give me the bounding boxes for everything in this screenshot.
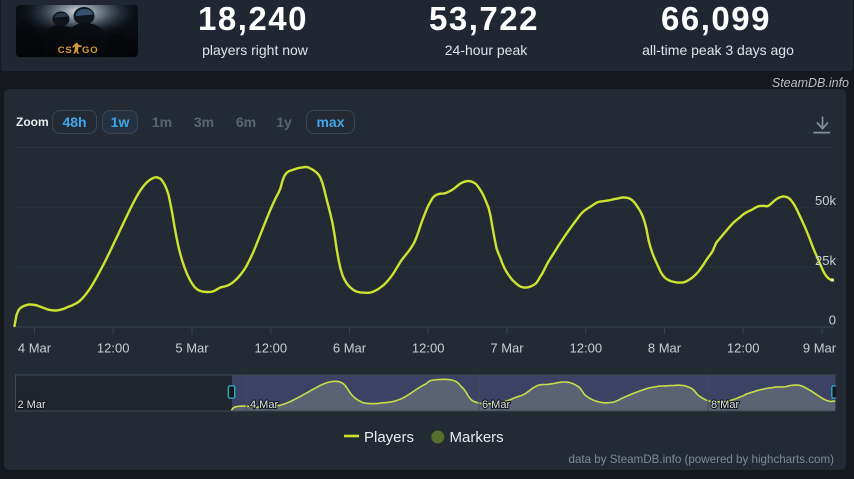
- svg-text:25k: 25k: [815, 253, 836, 268]
- svg-text:12:00: 12:00: [570, 341, 603, 356]
- svg-text:GO: GO: [82, 45, 98, 56]
- svg-text:12:00: 12:00: [727, 341, 760, 356]
- svg-text:12:00: 12:00: [97, 341, 130, 356]
- svg-text:50k: 50k: [815, 193, 836, 208]
- svg-text:5 Mar: 5 Mar: [175, 341, 209, 356]
- svg-text:Markers: Markers: [450, 429, 504, 446]
- svg-text:4 Mar: 4 Mar: [250, 399, 278, 411]
- svg-text:Players: Players: [364, 429, 414, 446]
- svg-text:12:00: 12:00: [412, 341, 445, 356]
- svg-text:12:00: 12:00: [255, 341, 288, 356]
- svg-text:4 Mar: 4 Mar: [18, 341, 52, 356]
- svg-text:8 Mar: 8 Mar: [711, 399, 739, 411]
- svg-text:8 Mar: 8 Mar: [648, 341, 682, 356]
- svg-text:data by SteamDB.info (powered: data by SteamDB.info (powered by highcha…: [569, 453, 835, 466]
- svg-text:6 Mar: 6 Mar: [333, 341, 367, 356]
- svg-text:CS: CS: [58, 45, 73, 56]
- svg-text:6 Mar: 6 Mar: [482, 399, 510, 411]
- svg-text:0: 0: [829, 312, 836, 327]
- svg-text:7 Mar: 7 Mar: [490, 341, 524, 356]
- svg-text:9 Mar: 9 Mar: [803, 341, 837, 356]
- svg-text:2 Mar: 2 Mar: [18, 399, 46, 411]
